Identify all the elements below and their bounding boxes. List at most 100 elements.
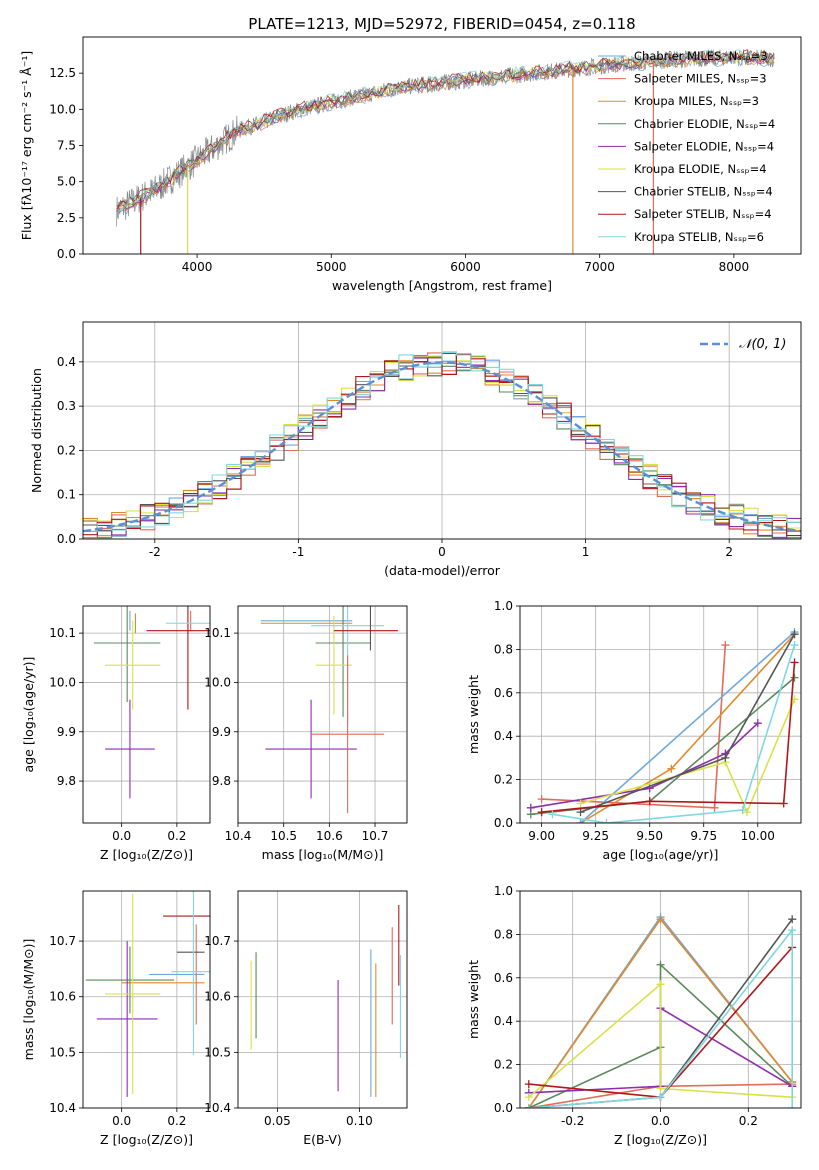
x-tick-label: 10.7 — [362, 829, 389, 843]
panel-frame — [237, 890, 408, 1109]
panel-age-vs-Z: 0.0 0.2 9.8 9.9 10.0 10.1 Z [log₁₀(Z/Z⊙)] age [… — [21, 605, 211, 862]
panel-mass-vs-Z: 0.0 0.2 10.4 10.5 10.6 10.7 Z [log₁₀(Z/Z⊙)] mas… — [21, 890, 211, 1147]
panel-frame — [519, 605, 802, 824]
weight-marker — [524, 1104, 533, 1108]
weight-line — [541, 662, 796, 813]
plot-area — [83, 606, 210, 823]
plot-area — [238, 606, 407, 823]
y-tick-label: 10.6 — [204, 990, 231, 1004]
legend-label: Chabrier ELODIE, Nₛₛₚ=4 — [634, 117, 775, 131]
gaussian-curve — [83, 361, 801, 533]
y-tick-label: 0.2 — [494, 773, 513, 787]
weight-marker — [788, 926, 797, 935]
y-tick-label: 10.7 — [49, 934, 76, 948]
y-tick-label: 9.9 — [212, 725, 231, 739]
weight-marker — [645, 797, 654, 806]
x-axis-label: age [log₁₀(age/yr)] — [603, 847, 719, 862]
x-tick-label: 2 — [725, 545, 733, 559]
y-tick-label: 0.1 — [57, 488, 76, 502]
x-tick-label: 0.2 — [167, 1114, 186, 1128]
x-tick-label: 9.00 — [528, 829, 555, 843]
x-tick-label: 6000 — [450, 260, 481, 274]
y-tick-label: 0.6 — [494, 686, 513, 700]
y-tick-label: 10.0 — [49, 102, 76, 116]
weight-line — [580, 698, 796, 815]
x-tick-label: 10.6 — [316, 829, 343, 843]
y-tick-label: 0.4 — [57, 355, 76, 369]
weight-marker — [576, 819, 585, 823]
spectrum-model-line — [116, 49, 775, 212]
plot-area — [520, 891, 801, 1108]
weight-line — [530, 722, 759, 809]
x-tick-label: -0.2 — [561, 1114, 584, 1128]
y-tick-label: 0.2 — [57, 443, 76, 457]
weight-marker — [738, 805, 747, 814]
weight-marker — [790, 641, 799, 650]
y-tick-label: 0.3 — [57, 399, 76, 413]
plot-area — [238, 891, 407, 1108]
plot-area — [83, 322, 801, 539]
x-tick-label: 1 — [582, 545, 590, 559]
weight-marker — [526, 803, 535, 812]
weight-marker — [537, 795, 546, 804]
x-tick-label: 5000 — [316, 260, 347, 274]
panel-frame — [82, 36, 802, 255]
y-tick-label: 10.1 — [49, 626, 76, 640]
y-tick-label: 0.4 — [494, 1014, 513, 1028]
y-tick-label: 0.2 — [494, 1058, 513, 1072]
y-tick-label: 9.8 — [57, 774, 76, 788]
x-axis-label: wavelength [Angstrom, rest frame] — [332, 278, 552, 293]
legend-label: Chabrier STELIB, Nₛₛₚ=4 — [634, 185, 773, 199]
legend-label: Kroupa STELIB, Nₛₛₚ=6 — [634, 230, 764, 244]
x-tick-label: 0.10 — [346, 1114, 373, 1128]
x-tick-label: 0 — [438, 545, 446, 559]
y-tick-label: 10.7 — [204, 934, 231, 948]
weight-line — [541, 645, 727, 809]
weight-marker — [779, 799, 788, 808]
weight-marker — [548, 810, 557, 819]
y-tick-label: 10.6 — [49, 990, 76, 1004]
panel-weight-vs-age: 9.00 9.25 9.50 9.75 10.00 0.0 0.2 0.4 0.6 0.8 1.0 a… — [466, 599, 802, 862]
panel-frame — [82, 321, 802, 540]
x-axis-label: mass [log₁₀(M/M⊙)] — [262, 847, 384, 862]
y-tick-label: 10.4 — [204, 1101, 231, 1115]
panel-age-vs-mass: 10.4 10.5 10.6 10.7 9.8 9.9 10.0 10.1 mass [log₁… — [204, 605, 408, 862]
y-tick-label: 12.5 — [49, 66, 76, 80]
legend-label: Salpeter STELIB, Nₛₛₚ=4 — [634, 207, 772, 221]
y-tick-label: 10.1 — [204, 626, 231, 640]
panel-spectrum: 4000 5000 6000 7000 8000 0.0 2.5 5.0 7.5 10.0 12.5… — [19, 36, 802, 293]
x-tick-label: -1 — [292, 545, 304, 559]
y-axis-label: mass weight — [466, 960, 481, 1039]
weight-marker — [710, 803, 719, 812]
weight-marker — [667, 764, 676, 773]
weight-marker — [524, 1080, 533, 1089]
weight-marker — [753, 719, 762, 728]
x-tick-label: 10.5 — [270, 829, 297, 843]
panel-frame — [82, 890, 211, 1109]
weight-marker — [790, 673, 799, 682]
x-tick-label: 10.00 — [741, 829, 775, 843]
weight-marker — [602, 819, 611, 823]
panel-frame — [519, 890, 802, 1109]
weight-marker — [788, 915, 797, 924]
legend-label: 𝒩(0, 1) — [739, 337, 786, 352]
x-axis-label: (data-model)/error — [384, 563, 501, 578]
y-tick-label: 10.4 — [49, 1101, 76, 1115]
weight-marker — [721, 753, 730, 762]
legend-label: Kroupa MILES, Nₛₛₚ=3 — [634, 94, 759, 108]
plot-area — [116, 49, 775, 254]
x-tick-label: 0.05 — [264, 1114, 291, 1128]
x-tick-label: 0.0 — [651, 1114, 670, 1128]
weight-marker — [721, 641, 730, 650]
weight-marker — [524, 1093, 533, 1102]
y-axis-label: mass [log₁₀(M/M⊙)] — [21, 939, 36, 1061]
legend-label: Kroupa ELODIE, Nₛₛₚ=4 — [634, 162, 767, 176]
y-axis-label: age [log₁₀(age/yr)] — [21, 657, 36, 773]
x-axis-label: Z [log₁₀(Z/Z⊙)] — [100, 847, 193, 862]
legend-label: Salpeter MILES, Nₛₛₚ=3 — [634, 72, 767, 86]
y-tick-label: 0.0 — [57, 532, 76, 546]
panel-mass-vs-EBV: 0.05 0.10 10.4 10.5 10.6 10.7 E(B-V) — [204, 890, 408, 1147]
x-axis-label: E(B-V) — [303, 1132, 342, 1147]
y-tick-label: 1.0 — [494, 884, 513, 898]
